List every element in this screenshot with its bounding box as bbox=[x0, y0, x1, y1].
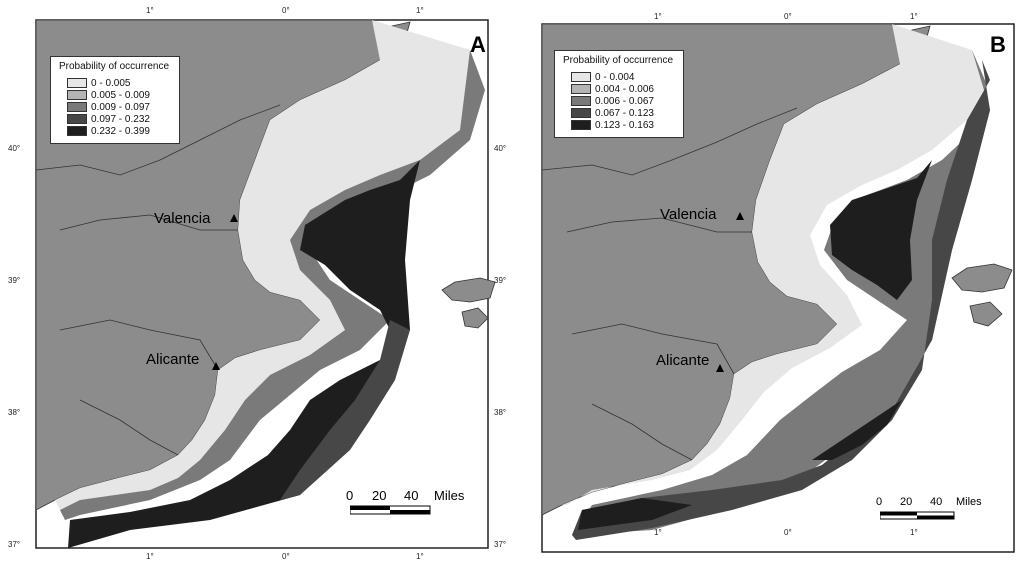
legend-class-3: 0.009 - 0.097 bbox=[67, 101, 171, 113]
legend-swatch-3 bbox=[67, 102, 87, 112]
zone-class-4 bbox=[280, 320, 410, 500]
legend-swatch-2 bbox=[571, 84, 591, 94]
tick-bottom-1: 1° bbox=[654, 528, 662, 537]
tick-top-2: 0° bbox=[282, 6, 290, 15]
tick-left-37: 37° bbox=[8, 540, 21, 549]
tick-top-1: 1° bbox=[654, 12, 662, 21]
map-a-canvas bbox=[35, 19, 496, 549]
map-panel-a: Probability of occurrence 0 - 0.005 0.00… bbox=[8, 6, 507, 561]
legend-a: Probability of occurrence 0 - 0.005 0.00… bbox=[50, 56, 180, 144]
legend-class-4: 0.067 - 0.123 bbox=[571, 107, 675, 119]
scale-bar-b: 0 20 40 Miles bbox=[872, 496, 1012, 522]
legend-range-5: 0.123 - 0.163 bbox=[595, 119, 654, 131]
legend-class-4: 0.097 - 0.232 bbox=[67, 113, 171, 125]
legend-swatch-1 bbox=[67, 78, 87, 88]
tick-left-38: 38° bbox=[8, 408, 21, 417]
tick-right-39: 39° bbox=[494, 276, 507, 285]
tick-left-39: 39° bbox=[8, 276, 21, 285]
scale-labels: 0 20 40 Miles bbox=[872, 496, 1012, 510]
legend-range-1: 0 - 0.005 bbox=[91, 77, 131, 89]
scale-unit: Miles bbox=[434, 488, 465, 503]
tick-right-37: 37° bbox=[494, 540, 507, 549]
alicante-marker bbox=[716, 364, 724, 372]
legend-swatch-3 bbox=[571, 96, 591, 106]
panel-letter: A bbox=[470, 32, 486, 57]
valencia-marker bbox=[230, 214, 238, 222]
legend-b: Probability of occurrence 0 - 0.004 0.00… bbox=[554, 50, 684, 138]
tick-bottom-2: 0° bbox=[784, 528, 792, 537]
scale-unit: Miles bbox=[956, 496, 982, 508]
scale-label-20: 20 bbox=[372, 488, 387, 503]
city-label-alicante: Alicante bbox=[656, 352, 710, 369]
legend-range-4: 0.067 - 0.123 bbox=[595, 107, 654, 119]
tick-left-40: 40° bbox=[8, 144, 21, 153]
scale-label-40: 40 bbox=[930, 496, 943, 508]
legend-class-1: 0 - 0.004 bbox=[571, 71, 675, 83]
tick-top-2: 0° bbox=[784, 12, 792, 21]
legend-swatch-4 bbox=[571, 108, 591, 118]
legend-class-2: 0.004 - 0.006 bbox=[571, 83, 675, 95]
legend-title: Probability of occurrence bbox=[563, 55, 674, 66]
legend-title: Probability of occurrence bbox=[59, 61, 170, 72]
legend-range-1: 0 - 0.004 bbox=[595, 71, 635, 83]
island bbox=[441, 277, 496, 329]
zone-class-1 bbox=[55, 20, 485, 510]
legend-range-2: 0.004 - 0.006 bbox=[595, 83, 654, 95]
scale-labels: 0 20 40 Miles bbox=[342, 488, 472, 504]
legend-range-3: 0.006 - 0.067 bbox=[595, 95, 654, 107]
legend-range-4: 0.097 - 0.232 bbox=[91, 113, 150, 125]
scale-label-0: 0 bbox=[346, 488, 354, 503]
tick-bottom-3: 1° bbox=[910, 528, 918, 537]
valencia-marker bbox=[736, 212, 744, 220]
zone-class-1 bbox=[562, 24, 987, 505]
scale-label-0: 0 bbox=[876, 496, 883, 508]
tick-top-3: 1° bbox=[910, 12, 918, 21]
island bbox=[951, 263, 1013, 327]
legend-swatch-4 bbox=[67, 114, 87, 124]
tick-top-3: 1° bbox=[416, 6, 424, 15]
legend-class-1: 0 - 0.005 bbox=[67, 77, 171, 89]
tick-top-1: 1° bbox=[146, 6, 154, 15]
legend-swatch-2 bbox=[67, 90, 87, 100]
scale-bar-a: 0 20 40 Miles bbox=[342, 488, 472, 516]
city-label-valencia: Valencia bbox=[154, 210, 211, 227]
legend-range-2: 0.005 - 0.009 bbox=[91, 89, 150, 101]
legend-range-3: 0.009 - 0.097 bbox=[91, 101, 150, 113]
region-borders bbox=[541, 107, 798, 461]
alicante-marker bbox=[212, 362, 220, 370]
legend-class-2: 0.005 - 0.009 bbox=[67, 89, 171, 101]
scale-bar-graphic bbox=[350, 505, 431, 515]
region-borders bbox=[35, 104, 281, 456]
scale-bar-graphic bbox=[880, 511, 955, 520]
zone-class-5 bbox=[578, 160, 932, 530]
map-panel-b: Probability of occurrence 0 - 0.004 0.00… bbox=[512, 0, 1024, 566]
panel-letter: B bbox=[990, 32, 1006, 57]
legend-class-5: 0.123 - 0.163 bbox=[571, 119, 675, 131]
city-label-valencia: Valencia bbox=[660, 206, 717, 223]
legend-class-5: 0.232 - 0.399 bbox=[67, 125, 171, 137]
tick-right-40: 40° bbox=[494, 144, 507, 153]
scale-label-40: 40 bbox=[404, 488, 419, 503]
scale-label-20: 20 bbox=[900, 496, 913, 508]
tick-bottom-1: 1° bbox=[146, 552, 154, 561]
tick-bottom-3: 1° bbox=[416, 552, 424, 561]
legend-swatch-5 bbox=[571, 120, 591, 130]
legend-swatch-1 bbox=[571, 72, 591, 82]
tick-bottom-2: 0° bbox=[282, 552, 290, 561]
legend-class-3: 0.006 - 0.067 bbox=[571, 95, 675, 107]
city-label-alicante: Alicante bbox=[146, 351, 200, 368]
legend-range-5: 0.232 - 0.399 bbox=[91, 125, 150, 137]
tick-right-38: 38° bbox=[494, 408, 507, 417]
legend-swatch-5 bbox=[67, 126, 87, 136]
